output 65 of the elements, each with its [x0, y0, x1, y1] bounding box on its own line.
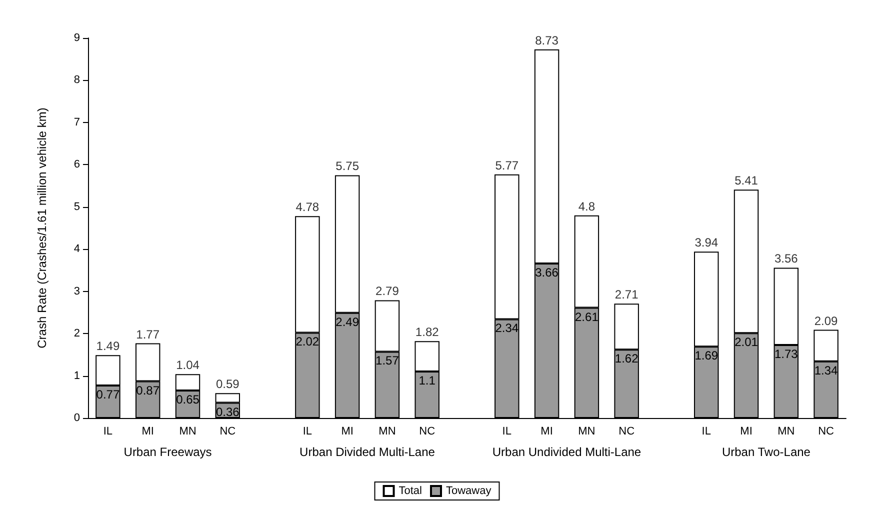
y-tick-label: 6: [74, 158, 80, 171]
total-label: 2.71: [614, 288, 639, 302]
total-label: 3.56: [774, 252, 798, 266]
y-tick-label: 7: [74, 116, 80, 128]
data-label: 0.77: [96, 387, 120, 402]
total-label: 4.8: [578, 199, 596, 214]
y-tick-label: 1: [74, 370, 80, 382]
y-tick-label: 2: [74, 328, 80, 340]
y-tick-label: 0: [74, 412, 80, 424]
total-label: 1.04: [176, 358, 200, 372]
legend-label: Total: [398, 485, 422, 497]
legend-label: Towaway: [446, 485, 492, 497]
total-label: 0.59: [216, 377, 240, 392]
x-tick-label: MN: [778, 426, 795, 438]
total-label: 5.75: [336, 159, 360, 174]
x-tick-label: MN: [378, 426, 396, 438]
x-tick-label: MI: [142, 426, 154, 438]
data-label: 2.61: [575, 310, 599, 324]
data-label: 0.87: [136, 383, 160, 398]
y-axis-title: Crash Rate (Crashes/1.61 million vehicle km): [35, 108, 49, 348]
data-label: 2.34: [495, 321, 519, 336]
text: Urban Undivided Multi-Lane: [492, 445, 642, 459]
total-label: 1.82: [415, 325, 440, 340]
y-tick-label: 9: [74, 32, 80, 44]
y-tick-label: 4: [74, 243, 80, 256]
x-tick-label: IL: [702, 426, 711, 438]
data-label: 0.65: [176, 392, 200, 407]
x-tick-label: NC: [419, 426, 436, 438]
total-label: 1.49: [96, 339, 120, 354]
x-tick-label: NC: [618, 426, 635, 438]
data-label: 1.57: [376, 354, 400, 368]
data-label: 3.66: [535, 265, 559, 280]
x-tick-label: MI: [740, 426, 752, 438]
x-tick-label: MI: [341, 426, 354, 438]
data-label: 1.69: [694, 348, 718, 363]
x-tick-label: MN: [179, 426, 196, 438]
total-label: 4.78: [296, 200, 320, 214]
data-label: 2.01: [734, 335, 758, 350]
data-label: 1.62: [614, 352, 639, 366]
data-label: 2.49: [336, 314, 360, 329]
x-tick-label: IL: [103, 426, 113, 438]
total-label: 1.77: [136, 327, 160, 342]
y-tick-label: 5: [74, 200, 80, 213]
text: Urban Two-Lane: [722, 445, 811, 459]
data-label: 1.73: [774, 346, 798, 361]
x-tick-label: IL: [502, 426, 512, 438]
x-tick-label: MN: [578, 426, 596, 438]
y-tick-label: 3: [74, 285, 80, 298]
x-tick-label: MI: [540, 426, 553, 438]
x-tick-label: NC: [220, 426, 236, 438]
y-tick-label: 8: [74, 74, 80, 86]
total-label: 8.73: [535, 33, 559, 48]
x-tick-label: IL: [302, 426, 312, 438]
total-label: 2.79: [376, 284, 400, 298]
text: Urban Freeways: [124, 445, 212, 459]
x-tick-label: NC: [818, 426, 834, 438]
data-label: 1.34: [814, 363, 838, 378]
data-label: 1.1: [418, 374, 436, 388]
total-label: 5.41: [734, 174, 758, 188]
total-label: 5.77: [495, 158, 519, 172]
total-label: 3.94: [694, 236, 718, 250]
text: Urban Divided Multi-Lane: [300, 445, 436, 459]
total-label: 2.09: [814, 314, 838, 328]
data-label: 0.36: [216, 404, 240, 419]
data-label: 2.02: [296, 334, 320, 349]
